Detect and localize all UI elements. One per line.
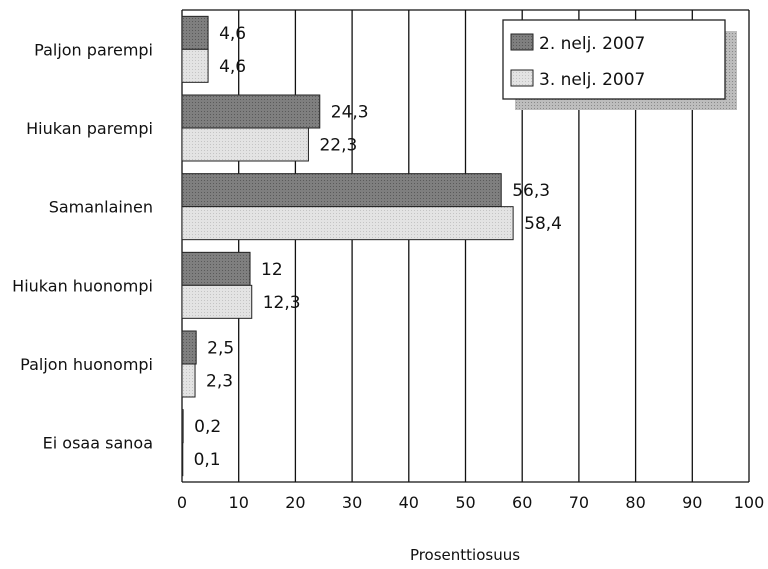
category-label: Hiukan parempi xyxy=(26,119,153,138)
x-axis-title: Prosenttiosuus xyxy=(410,546,520,564)
data-label: 4,6 xyxy=(219,57,246,77)
x-tick-label: 10 xyxy=(229,493,249,512)
data-label: 24,3 xyxy=(331,103,369,123)
bar-series-2 xyxy=(181,206,514,241)
bar-series-1 xyxy=(181,173,502,208)
x-tick-label: 0 xyxy=(177,493,187,512)
x-tick-label: 40 xyxy=(399,493,419,512)
data-label: 4,6 xyxy=(219,24,246,44)
x-tick-label: 90 xyxy=(682,493,702,512)
x-tick-labels: 0 10 20 30 40 50 60 70 80 90 100 xyxy=(177,493,764,512)
bar-series-2 xyxy=(181,442,184,477)
bar-series-2 xyxy=(181,48,209,83)
grid-lines xyxy=(181,9,750,483)
category-label: Samanlainen xyxy=(49,198,153,217)
legend-swatch xyxy=(510,33,534,51)
category-labels: Paljon parempi Hiukan parempi Samanlainen H… xyxy=(12,40,153,452)
category-label: Ei osaa sanoa xyxy=(43,434,153,453)
legend-label: 3. nelj. 2007 xyxy=(539,70,645,90)
bar-series-2 xyxy=(181,284,253,319)
data-label: 2,5 xyxy=(207,339,234,359)
data-label: 0,2 xyxy=(194,417,221,437)
legend: 2. nelj. 2007 3. nelj. 2007 xyxy=(502,19,737,110)
data-label: 2,3 xyxy=(206,372,233,392)
bars xyxy=(181,15,514,477)
data-label: 0,1 xyxy=(194,450,221,470)
bar-series-1 xyxy=(181,251,251,286)
x-tick-label: 50 xyxy=(455,493,475,512)
x-tick-label: 70 xyxy=(569,493,589,512)
legend-swatch xyxy=(510,69,534,87)
x-tick-label: 20 xyxy=(285,493,305,512)
category-label: Paljon parempi xyxy=(34,40,153,59)
bar-series-2 xyxy=(181,127,309,162)
data-label: 12,3 xyxy=(263,293,301,313)
category-label: Paljon huonompi xyxy=(20,355,153,374)
bar-series-1 xyxy=(181,15,209,50)
legend-label: 2. nelj. 2007 xyxy=(539,34,645,54)
bar-series-1 xyxy=(181,94,321,129)
category-label: Hiukan huonompi xyxy=(12,276,153,295)
x-tick-label: 100 xyxy=(734,493,765,512)
data-label: 56,3 xyxy=(512,181,550,201)
data-label: 22,3 xyxy=(319,136,357,156)
legend-box xyxy=(502,19,726,100)
x-tick-label: 80 xyxy=(625,493,645,512)
data-label: 12 xyxy=(261,260,283,280)
data-label: 58,4 xyxy=(524,214,562,234)
bar-series-2 xyxy=(181,363,196,398)
data-labels: 4,6 4,6 24,3 22,3 56,3 58,4 12 12,3 2,5 2,3 0,2 0,1 xyxy=(194,24,562,470)
bar-series-1 xyxy=(181,409,184,444)
x-tick-label: 60 xyxy=(512,493,532,512)
x-tick-label: 30 xyxy=(342,493,362,512)
bar-series-1 xyxy=(181,330,197,365)
